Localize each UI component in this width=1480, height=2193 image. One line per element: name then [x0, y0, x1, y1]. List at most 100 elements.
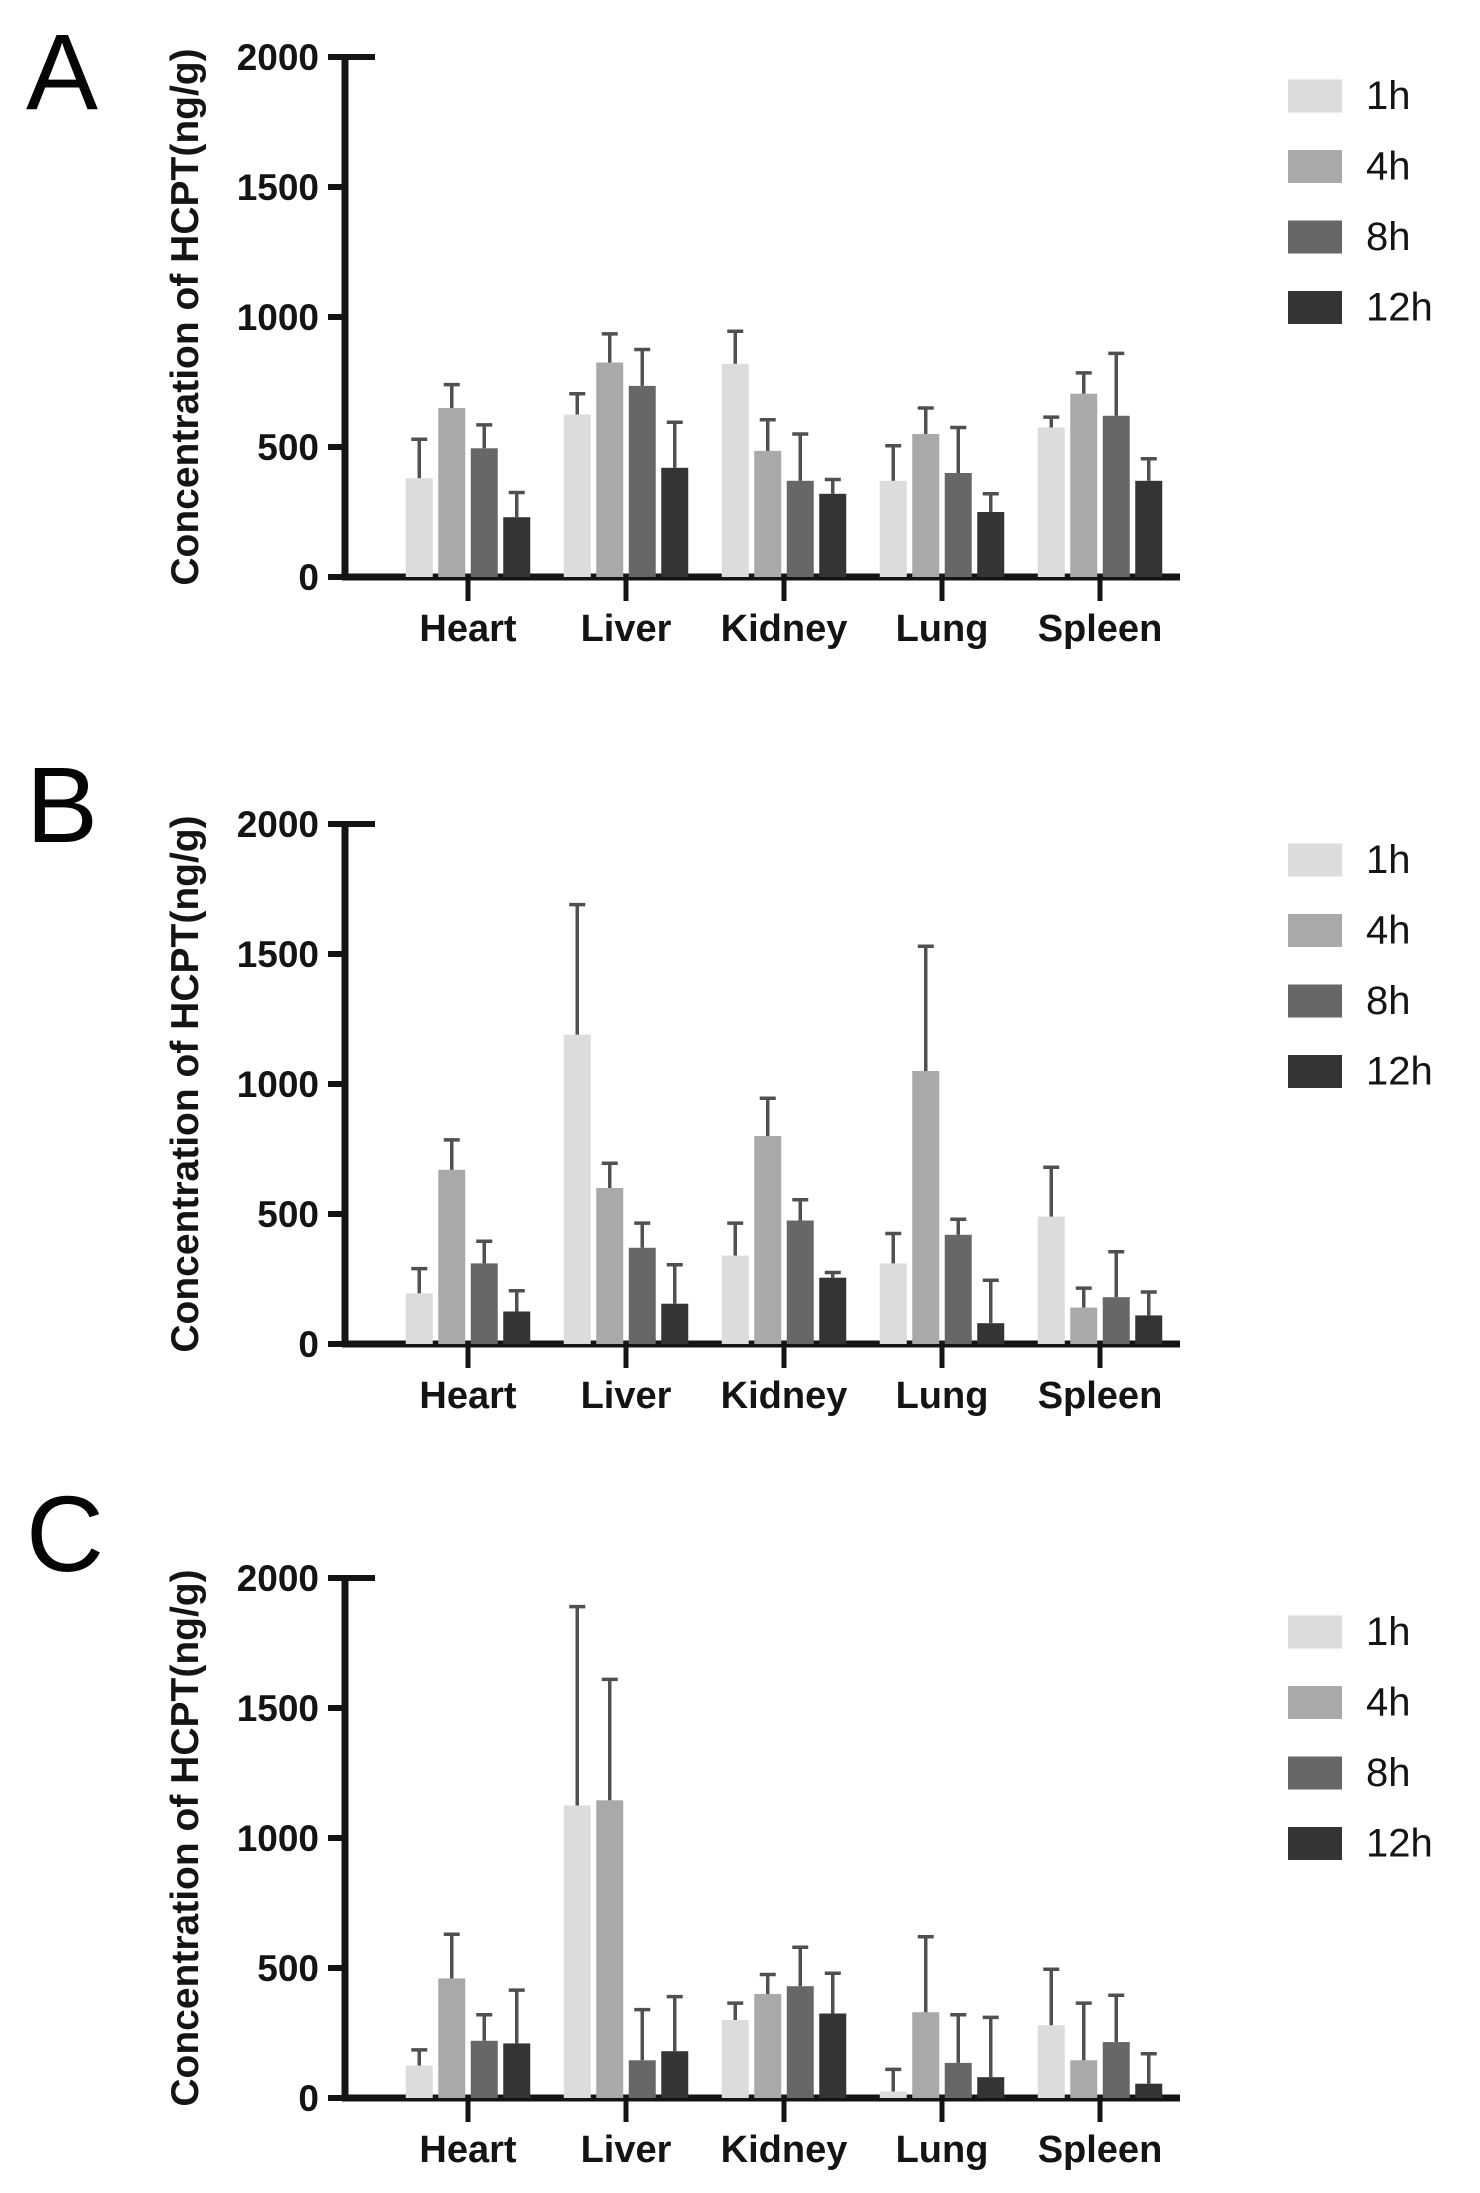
bar-lung-12h — [977, 1323, 1005, 1344]
legend-swatch-1h — [1288, 79, 1342, 113]
bar-heart-12h — [503, 517, 531, 577]
legend-label-12h: 12h — [1366, 1050, 1433, 1094]
x-category-label: Heart — [419, 1375, 516, 1417]
bar-spleen-4h — [1070, 393, 1098, 577]
bar-liver-4h — [596, 362, 624, 577]
legend-label-1h: 1h — [1366, 1610, 1411, 1654]
bar-heart-12h — [503, 2043, 531, 2098]
legend-swatch-4h — [1288, 150, 1342, 183]
legend-label-4h: 4h — [1366, 909, 1411, 953]
bar-spleen-4h — [1070, 2060, 1098, 2098]
bar-kidney-12h — [819, 2013, 847, 2098]
y-tick-label: 500 — [257, 1194, 319, 1235]
x-category-label: Lung — [896, 2129, 989, 2171]
bar-kidney-4h — [754, 1136, 782, 1344]
bar-heart-1h — [405, 478, 433, 577]
x-category-label: Heart — [419, 608, 516, 650]
legend-swatch-1h — [1288, 843, 1342, 877]
x-category-label: Kidney — [721, 1375, 848, 1417]
x-category-label: Spleen — [1038, 1375, 1163, 1417]
legend-label-8h: 8h — [1366, 979, 1411, 1023]
y-tick-label: 1500 — [237, 934, 319, 975]
bar-kidney-8h — [786, 1220, 814, 1344]
bar-kidney-4h — [754, 1994, 782, 2098]
bar-lung-12h — [977, 512, 1005, 577]
y-tick-label: 0 — [298, 1324, 319, 1365]
bar-heart-1h — [405, 1293, 433, 1344]
bar-heart-4h — [438, 1169, 466, 1344]
bar-kidney-4h — [754, 450, 782, 577]
legend-swatch-12h — [1288, 1827, 1342, 1860]
legend-swatch-8h — [1288, 220, 1342, 254]
bar-kidney-12h — [819, 1277, 847, 1344]
bar-spleen-8h — [1102, 1297, 1130, 1344]
bar-liver-12h — [661, 1303, 689, 1344]
bar-liver-12h — [661, 467, 689, 577]
panel-C-plot: 0 500 1000 1500 2000 Heart Liver Kidney Lung Sple… — [237, 1558, 1433, 2171]
legend-label-4h: 4h — [1366, 1681, 1411, 1725]
bar-kidney-12h — [819, 493, 847, 577]
panel-A-plot: 0 500 1000 1500 2000 Heart Liver Kidney Lung Sple… — [237, 37, 1433, 650]
x-category-label: Kidney — [721, 608, 848, 650]
bar-lung-1h — [879, 480, 907, 577]
x-category-label: Lung — [896, 1375, 989, 1417]
bar-liver-1h — [563, 1805, 591, 2098]
y-tick-label: 2000 — [237, 1558, 319, 1599]
bar-spleen-1h — [1037, 427, 1065, 577]
bar-liver-4h — [596, 1800, 624, 2098]
bar-lung-1h — [879, 1263, 907, 1344]
bar-lung-8h — [944, 1234, 972, 1344]
x-category-label: Liver — [581, 608, 672, 650]
bar-heart-12h — [503, 1311, 531, 1344]
bar-spleen-1h — [1037, 1216, 1065, 1344]
y-tick-label: 2000 — [237, 37, 319, 78]
panel-A: A Concentration of HCPT(ng/g) 0 500 1000 15… — [0, 0, 1480, 731]
y-tick-label: 0 — [298, 2078, 319, 2119]
legend-swatch-4h — [1288, 914, 1342, 947]
bar-heart-4h — [438, 1978, 466, 2098]
bar-liver-8h — [628, 385, 656, 577]
bar-liver-1h — [563, 1034, 591, 1344]
bar-kidney-8h — [786, 1986, 814, 2098]
legend-swatch-8h — [1288, 1756, 1342, 1790]
bar-lung-4h — [912, 2012, 940, 2098]
legend-label-8h: 8h — [1366, 215, 1411, 259]
bar-kidney-8h — [786, 480, 814, 577]
legend-label-12h: 12h — [1366, 1822, 1433, 1866]
bar-heart-4h — [438, 408, 466, 577]
legend-label-8h: 8h — [1366, 1751, 1411, 1795]
bar-lung-4h — [912, 1071, 940, 1344]
panel-C: C Concentration of HCPT(ng/g) 0 500 1000 15… — [0, 1462, 1480, 2193]
bar-spleen-4h — [1070, 1307, 1098, 1344]
bar-kidney-1h — [721, 363, 749, 577]
legend-swatch-4h — [1288, 1686, 1342, 1719]
legend-label-1h: 1h — [1366, 74, 1411, 118]
y-tick-label: 1000 — [237, 1064, 319, 1105]
bar-liver-8h — [628, 2060, 656, 2098]
y-tick-label: 1000 — [237, 297, 319, 338]
panel-letter-B: B — [26, 744, 99, 865]
bar-kidney-1h — [721, 2020, 749, 2098]
bar-spleen-12h — [1135, 1315, 1163, 1344]
bar-heart-8h — [470, 1263, 498, 1344]
bar-liver-1h — [563, 414, 591, 577]
legend-label-1h: 1h — [1366, 838, 1411, 882]
legend-swatch-12h — [1288, 1055, 1342, 1088]
bar-heart-8h — [470, 448, 498, 577]
panel-B: B Concentration of HCPT(ng/g) 0 500 1000 15… — [0, 733, 1480, 1464]
legend-label-4h: 4h — [1366, 145, 1411, 189]
x-category-label: Lung — [896, 608, 989, 650]
bar-lung-8h — [944, 473, 972, 577]
bar-spleen-12h — [1135, 2083, 1163, 2098]
y-tick-label: 1500 — [237, 1688, 319, 1729]
bar-spleen-1h — [1037, 2025, 1065, 2098]
x-category-label: Heart — [419, 2129, 516, 2171]
bar-lung-12h — [977, 2077, 1005, 2098]
panel-B-plot: 0 500 1000 1500 2000 Heart Liver Kidney Lung Sple… — [237, 804, 1433, 1417]
legend-swatch-1h — [1288, 1615, 1342, 1649]
legend-label-12h: 12h — [1366, 286, 1433, 330]
y-tick-label: 500 — [257, 1948, 319, 1989]
bar-kidney-1h — [721, 1255, 749, 1344]
y-tick-label: 1000 — [237, 1818, 319, 1859]
